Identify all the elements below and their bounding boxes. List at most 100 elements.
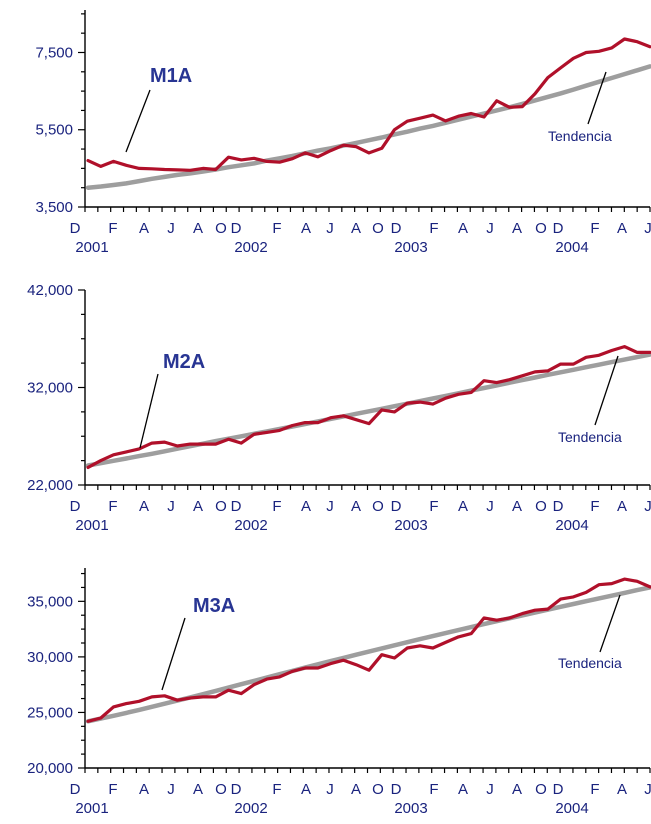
x-tick-label: D [70,781,81,798]
x-tick-label: A [193,781,203,798]
y-tick-label: 30,000 [27,649,73,666]
series-line-m2a [86,345,651,469]
x-tick-label: F [429,781,438,798]
series-callout-line [161,617,186,691]
y-tick-label: 5,500 [35,122,73,139]
x-year-label: 2003 [394,239,427,256]
x-tick-label: D [70,220,81,237]
trend-line [85,352,651,468]
x-tick-label: D [231,781,242,798]
series-line-m1a [86,37,651,172]
x-tick-label: A [512,220,522,237]
x-tick-label: A [458,498,468,515]
x-tick-label: O [372,220,384,237]
x-tick-label: F [272,498,281,515]
x-tick-label: F [108,781,117,798]
trend-label: Tendencia [558,655,622,671]
x-tick-label: A [512,498,522,515]
y-tick-label: 35,000 [27,593,73,610]
x-tick-label: J [644,498,651,515]
x-tick-label: O [215,220,227,237]
x-year-label: 2003 [394,517,427,534]
x-tick-label: D [391,220,402,237]
x-tick-label: A [139,498,149,515]
y-tick-label: 25,000 [27,704,73,721]
trend-label: Tendencia [558,429,622,445]
x-tick-label: J [167,498,175,515]
x-year-label: 2002 [234,239,267,256]
x-tick-label: A [617,498,627,515]
x-tick-label: F [590,498,599,515]
x-tick-label: J [486,498,494,515]
x-tick-label: A [512,781,522,798]
series-callout-line [139,373,159,449]
x-tick-label: A [458,220,468,237]
x-tick-label: J [644,781,651,798]
y-tick-label: 3,500 [35,199,73,216]
x-tick-label: D [70,498,81,515]
y-tick-label: 32,000 [27,380,73,397]
x-year-label: 2002 [234,517,267,534]
x-year-label: 2001 [75,800,108,817]
x-tick-label: A [301,220,311,237]
x-tick-label: J [326,220,334,237]
x-tick-label: A [617,781,627,798]
x-tick-label: A [193,220,203,237]
trend-callout-line [594,355,619,426]
y-tick-label: 7,500 [35,44,73,61]
x-tick-label: D [391,781,402,798]
series-label: M3A [193,595,235,617]
x-tick-label: F [429,498,438,515]
x-tick-label: D [553,220,564,237]
x-year-label: 2004 [555,517,588,534]
x-tick-label: F [590,220,599,237]
x-tick-label: A [301,498,311,515]
x-tick-label: A [351,781,361,798]
x-tick-label: J [644,220,651,237]
series-line-m3a [86,577,651,723]
y-tick-label: 20,000 [27,760,73,777]
x-tick-label: F [590,781,599,798]
x-tick-label: O [535,498,547,515]
x-tick-label: A [139,220,149,237]
y-tick-label: 22,000 [27,477,73,494]
x-tick-label: A [193,498,203,515]
x-tick-label: D [231,220,242,237]
x-tick-label: O [372,498,384,515]
x-tick-label: F [272,220,281,237]
y-tick-label: 42,000 [27,282,73,299]
trend-label: Tendencia [548,128,612,144]
x-tick-label: D [391,498,402,515]
x-tick-label: D [231,498,242,515]
x-tick-label: F [108,498,117,515]
x-year-label: 2001 [75,517,108,534]
x-tick-label: J [486,220,494,237]
x-tick-label: F [429,220,438,237]
trend-callout-line [599,594,621,653]
x-tick-label: O [372,781,384,798]
x-tick-label: A [617,220,627,237]
x-tick-label: O [535,781,547,798]
series-callout-line [125,89,151,153]
x-tick-label: J [167,781,175,798]
x-year-label: 2003 [394,800,427,817]
x-tick-label: A [139,781,149,798]
x-tick-label: O [535,220,547,237]
x-tick-label: J [326,498,334,515]
x-tick-label: J [326,781,334,798]
x-tick-label: A [458,781,468,798]
x-year-label: 2004 [555,239,588,256]
trend-line [85,64,651,190]
series-label: M1A [150,65,192,87]
x-tick-label: A [351,220,361,237]
x-tick-label: D [553,781,564,798]
x-tick-label: O [215,781,227,798]
x-tick-label: A [301,781,311,798]
x-tick-label: D [553,498,564,515]
x-tick-label: J [486,781,494,798]
series-label: M2A [163,351,205,373]
